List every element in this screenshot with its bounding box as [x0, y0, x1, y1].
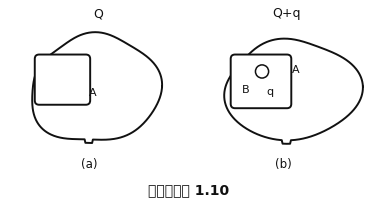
Text: A: A: [89, 89, 97, 99]
Text: Q: Q: [93, 7, 103, 20]
Text: A: A: [292, 65, 300, 75]
Circle shape: [256, 65, 269, 78]
Text: Q+q: Q+q: [273, 7, 301, 20]
Text: चित्र 1.10: चित्र 1.10: [149, 183, 229, 197]
Text: B: B: [242, 85, 249, 95]
FancyBboxPatch shape: [35, 55, 90, 105]
FancyBboxPatch shape: [231, 55, 291, 108]
Text: (b): (b): [275, 158, 292, 171]
Text: q: q: [267, 87, 274, 97]
Text: (a): (a): [81, 158, 98, 171]
